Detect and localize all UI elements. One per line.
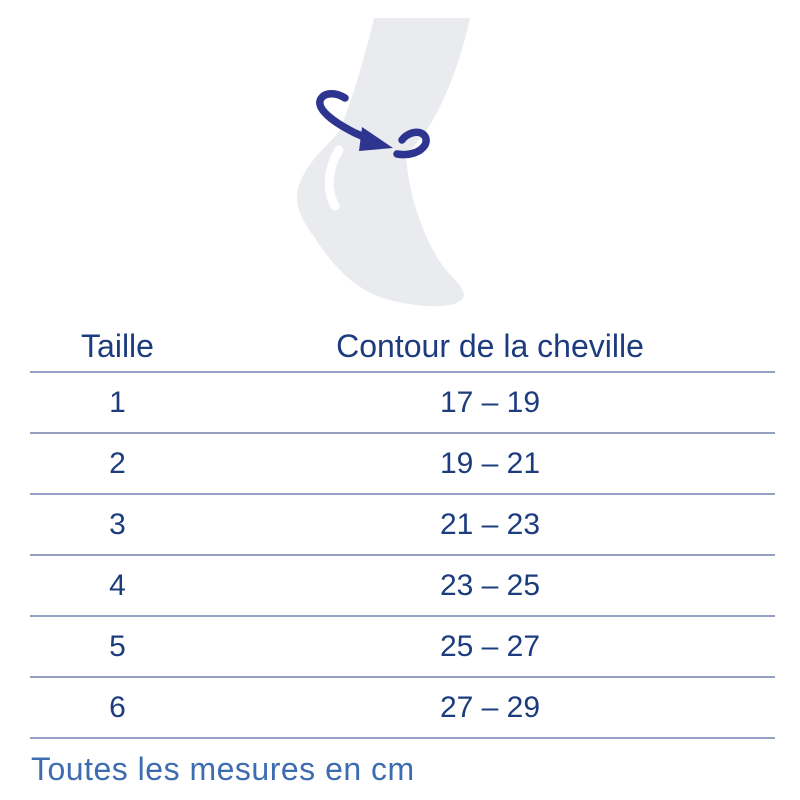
heel-highlight — [324, 145, 344, 211]
foot-silhouette — [296, 18, 470, 307]
header-size: Taille — [81, 328, 154, 364]
range-value: 25 – 27 — [439, 629, 541, 663]
range-value: 23 – 25 — [439, 568, 541, 602]
size-value: 6 — [109, 690, 126, 724]
table-row: 4 23 – 25 — [30, 554, 775, 615]
size-value: 2 — [109, 446, 126, 480]
header-circumference: Contour de la cheville — [336, 328, 644, 364]
table-row: 2 19 – 21 — [30, 432, 775, 493]
table-row: 3 21 – 23 — [30, 493, 775, 554]
ankle-illustration — [296, 18, 470, 307]
table-row: 1 17 – 19 — [30, 371, 775, 432]
range-value: 19 – 21 — [439, 446, 541, 480]
measurements-note: Toutes les mesures en cm — [31, 751, 415, 787]
table-row: 5 25 – 27 — [30, 615, 775, 676]
range-value: 17 – 19 — [439, 385, 541, 419]
measure-arrow-head — [359, 127, 393, 151]
table-row: 6 27 – 29 — [30, 676, 775, 737]
range-value: 21 – 23 — [439, 507, 541, 541]
size-value: 3 — [109, 507, 126, 541]
size-value: 4 — [109, 568, 126, 602]
size-table-header: Taille Contour de la cheville — [30, 322, 775, 371]
measure-arrow-back-arc — [393, 128, 430, 159]
size-value: 5 — [109, 629, 126, 663]
size-table: Taille Contour de la cheville 1 17 – 19 … — [30, 322, 775, 739]
range-value: 27 – 29 — [439, 690, 541, 724]
size-value: 1 — [109, 385, 126, 419]
